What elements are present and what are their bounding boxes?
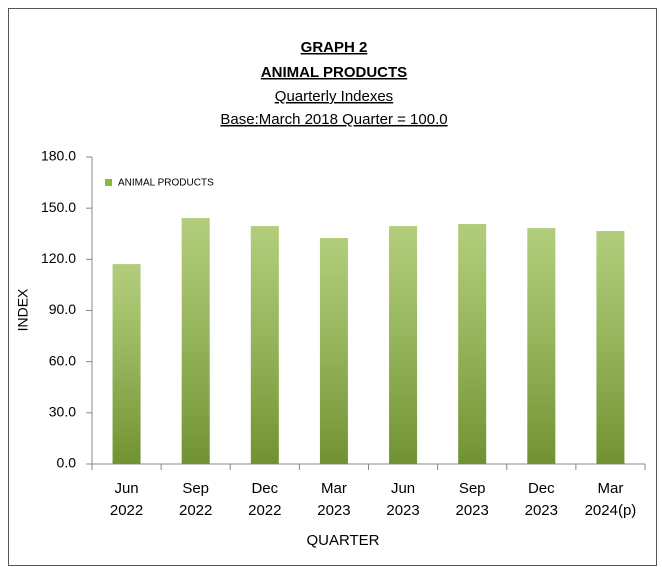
y-tick-label: 180.0 [41,148,76,164]
chart-border [8,8,657,566]
chart-title: GRAPH 2 [301,39,368,56]
x-tick-label: Sep 2022 [179,480,213,519]
bar-shade [319,238,348,464]
bar-shade [596,231,625,464]
x-tick-label: Dec 2022 [248,480,282,519]
chart-subtitle: Base:March 2018 Quarter = 100.0 [220,111,447,128]
bar-shade [181,218,210,464]
bar-shade [458,224,487,464]
x-tick-label: Mar 2023 [317,480,351,519]
y-tick-label: 0.0 [57,455,77,471]
x-axis-label: QUARTER [306,532,379,549]
y-tick-label: 30.0 [49,404,76,420]
x-tick-label: Dec 2023 [524,480,558,519]
bar-shade [527,228,556,464]
x-tick-label: Mar 2024(p) [584,480,637,519]
chart-subtitle: ANIMAL PRODUCTS [261,64,407,81]
legend-label: ANIMAL PRODUCTS [118,178,214,189]
y-tick-label: 150.0 [41,199,76,215]
x-tick-label: Jun 2022 [109,480,144,519]
chart-subtitle: Quarterly Indexes [275,88,393,105]
x-tick-label: Jun 2023 [386,480,420,519]
bar-shade [112,264,141,464]
y-tick-label: 60.0 [49,352,76,368]
x-tick-label: Sep 2023 [455,480,489,519]
legend-swatch [105,179,112,186]
bar-shade [250,226,279,464]
y-tick-label: 120.0 [41,250,76,266]
y-tick-label: 90.0 [49,301,76,317]
bar-shade [389,226,418,464]
y-axis-label: INDEX [15,288,31,331]
